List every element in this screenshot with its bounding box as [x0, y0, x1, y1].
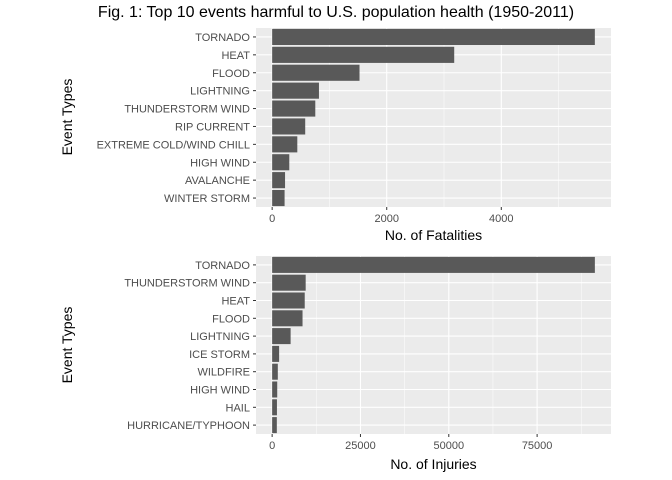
x-tick-label: 75000: [522, 440, 553, 452]
chart-title: Fig. 1: Top 10 events harmful to U.S. po…: [98, 4, 574, 21]
y-tick-label: EXTREME COLD/WIND CHILL: [97, 139, 250, 151]
bar: [272, 100, 316, 117]
bar: [272, 118, 306, 135]
y-tick-label: AVALANCHE: [185, 175, 250, 187]
bar: [272, 417, 277, 434]
y-tick-label: HURRICANE/TYPHOON: [127, 420, 250, 432]
x-tick-label: 4000: [489, 213, 513, 225]
bar: [272, 172, 286, 189]
bar: [272, 292, 305, 309]
y-tick-label: HIGH WIND: [190, 385, 250, 397]
y-tick-label: LIGHTNING: [190, 86, 250, 98]
bar: [272, 154, 290, 171]
bar: [272, 274, 306, 291]
bar: [272, 363, 278, 380]
y-tick-label: RIP CURRENT: [175, 121, 250, 133]
y-tick-label: HIGH WIND: [190, 157, 250, 169]
bar: [272, 136, 298, 153]
bar: [272, 189, 285, 207]
bar: [272, 64, 360, 81]
x-axis-title: No. of Injuries: [390, 456, 476, 472]
x-tick-label: 50000: [433, 440, 464, 452]
bar: [272, 381, 278, 398]
bar: [272, 256, 595, 273]
y-tick-label: THUNDERSTORM WIND: [124, 104, 250, 116]
bar: [272, 345, 280, 362]
bar: [272, 46, 455, 63]
bar: [272, 310, 303, 327]
y-tick-label: ICE STORM: [189, 349, 250, 361]
y-tick-label: LIGHTNING: [190, 331, 250, 343]
y-tick-label: FLOOD: [212, 313, 250, 325]
y-tick-label: HEAT: [221, 296, 250, 308]
bar: [272, 82, 319, 99]
x-tick-label: 0: [269, 440, 275, 452]
y-tick-label: THUNDERSTORM WIND: [124, 278, 250, 290]
y-axis-title: Event Types: [59, 79, 75, 156]
x-tick-label: 25000: [345, 440, 376, 452]
y-tick-label: FLOOD: [212, 68, 250, 80]
y-tick-label: HEAT: [221, 50, 250, 62]
y-tick-label: HAIL: [226, 402, 250, 414]
plot-panel: [256, 256, 611, 434]
y-tick-label: WILDFIRE: [197, 367, 250, 379]
x-tick-label: 0: [269, 213, 275, 225]
bar: [272, 28, 595, 46]
y-axis-title: Event Types: [59, 307, 75, 384]
bar: [272, 328, 291, 345]
y-tick-label: TORNADO: [195, 32, 250, 44]
x-axis-title: No. of Fatalities: [385, 227, 482, 243]
y-tick-label: WINTER STORM: [164, 193, 250, 205]
bar: [272, 399, 277, 416]
y-tick-label: TORNADO: [195, 260, 250, 272]
x-tick-label: 2000: [374, 213, 398, 225]
